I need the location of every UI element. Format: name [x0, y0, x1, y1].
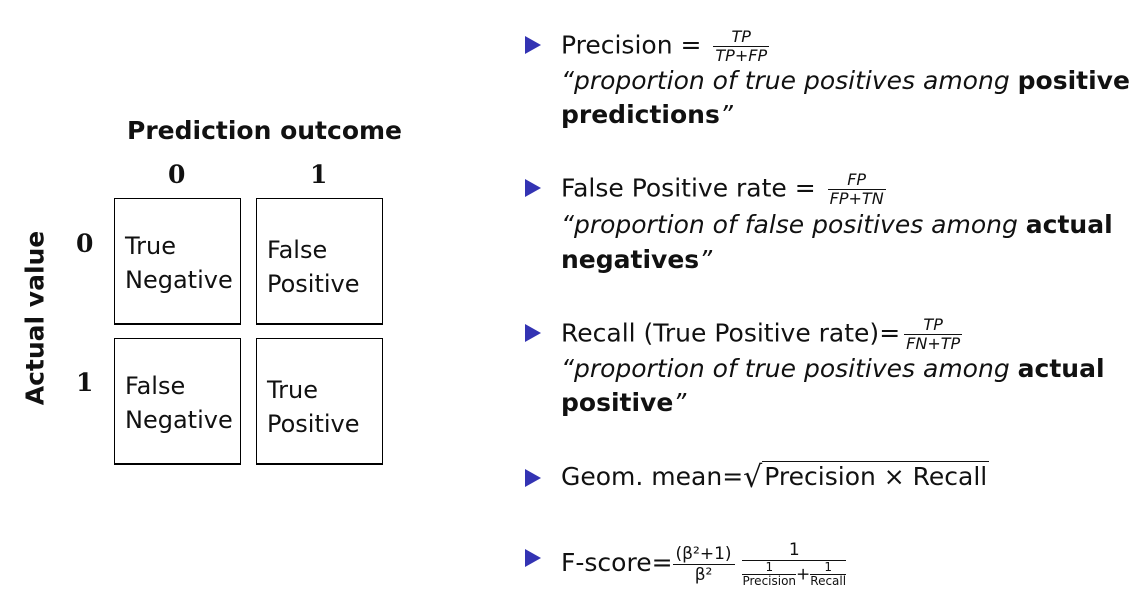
fscore-beta-denominator: β² [694, 564, 713, 585]
cell-false-positive-label: False Positive [267, 236, 360, 298]
actual-value-title: Actual value [20, 230, 50, 406]
fscore-harmonic-fraction: 1 1 Precision + 1 Recall [742, 540, 847, 588]
bullet-arrow-icon [525, 179, 541, 197]
recall-description-line1: “proportion of true positives among actu… [561, 352, 1105, 386]
sqrt-symbol: √Precision × Recall [743, 460, 990, 495]
inverse-recall-denominator: Recall [810, 574, 847, 588]
cell-false-negative: False Negative [114, 338, 241, 465]
cell-true-negative-label: True Negative [125, 232, 233, 294]
precision-formula: Precision = TP TP+FP [561, 28, 770, 65]
column-label-0: 0 [168, 160, 186, 189]
fpr-denominator: FP+TN [829, 189, 884, 208]
inverse-recall-numerator: 1 [810, 561, 847, 575]
fpr-description-line1: “proportion of false positives among act… [561, 208, 1113, 242]
cell-true-positive: True Positive [256, 338, 383, 465]
precision-description-line2: predictions” [561, 98, 733, 132]
gmean-label: Geom. mean= [561, 462, 744, 491]
fpr-formula: False Positive rate = FP FP+TN [561, 171, 886, 208]
cell-false-positive: False Positive [256, 198, 383, 325]
recall-label: Recall (True Positive rate)= [561, 318, 901, 348]
recall-formula: Recall (True Positive rate)= TP FN+TP [561, 316, 963, 353]
bullet-arrow-icon [525, 549, 541, 567]
bullet-arrow-icon [525, 36, 541, 54]
fpr-numerator: FP [827, 171, 886, 190]
recall-desc-bold1: actual [1017, 354, 1105, 383]
column-label-1: 1 [310, 160, 328, 189]
inverse-precision-numerator: 1 [742, 561, 797, 575]
cell-true-negative: True Negative [114, 198, 241, 325]
precision-fraction: TP TP+FP [713, 28, 770, 65]
recall-fraction: TP FN+TP [904, 316, 963, 353]
plus-sign: + [796, 564, 811, 585]
gmean-radicand: Precision × Recall [762, 461, 990, 491]
recall-description-line2: positive” [561, 386, 686, 420]
inverse-precision-fraction: 1 Precision [742, 561, 797, 588]
cell-false-negative-label: False Negative [125, 372, 233, 434]
fscore-formula: F-score= (β²+1) β² 1 1 Precision + 1 Rec… [561, 540, 847, 588]
precision-numerator: TP [713, 28, 770, 47]
fpr-desc-end: ” [699, 245, 713, 274]
precision-desc-bold1: positive [1017, 66, 1130, 95]
fscore-harmonic-denominator: 1 Precision + 1 Recall [742, 561, 847, 588]
fpr-desc-bold2: negatives [561, 245, 700, 274]
recall-desc-italic: “proportion of true positives among [561, 354, 1018, 383]
fscore-beta-fraction: (β²+1) β² [672, 544, 735, 585]
gmean-formula: Geom. mean=√Precision × Recall [561, 460, 990, 495]
precision-description-line1: “proportion of true positives among posi… [561, 64, 1130, 98]
cell-true-positive-label: True Positive [267, 376, 360, 438]
row-label-0: 0 [76, 229, 94, 258]
row-label-1: 1 [76, 368, 94, 397]
recall-denominator: FN+TP [906, 334, 961, 353]
fscore-beta-numerator: (β²+1) [672, 544, 735, 565]
bullet-arrow-icon [525, 469, 541, 487]
inverse-recall-fraction: 1 Recall [810, 561, 847, 588]
recall-numerator: TP [904, 316, 963, 335]
precision-desc-italic: “proportion of true positives among [561, 66, 1018, 95]
fscore-label: F-score= [561, 548, 673, 577]
precision-desc-bold2: predictions [561, 100, 720, 129]
fpr-fraction: FP FP+TN [827, 171, 886, 208]
precision-desc-end: ” [719, 100, 733, 129]
recall-desc-end: ” [673, 388, 687, 417]
fpr-desc-italic: “proportion of false positives among [561, 210, 1026, 239]
inverse-precision-denominator: Precision [742, 574, 797, 588]
fpr-label: False Positive rate = [561, 173, 816, 203]
precision-label: Precision = [561, 30, 702, 60]
fscore-harmonic-numerator: 1 [742, 540, 847, 561]
fpr-description-line2: negatives” [561, 243, 712, 277]
recall-desc-bold2: positive [561, 388, 674, 417]
fpr-desc-bold1: actual [1025, 210, 1113, 239]
prediction-outcome-title: Prediction outcome [127, 116, 403, 145]
bullet-arrow-icon [525, 324, 541, 342]
precision-denominator: TP+FP [715, 46, 768, 65]
